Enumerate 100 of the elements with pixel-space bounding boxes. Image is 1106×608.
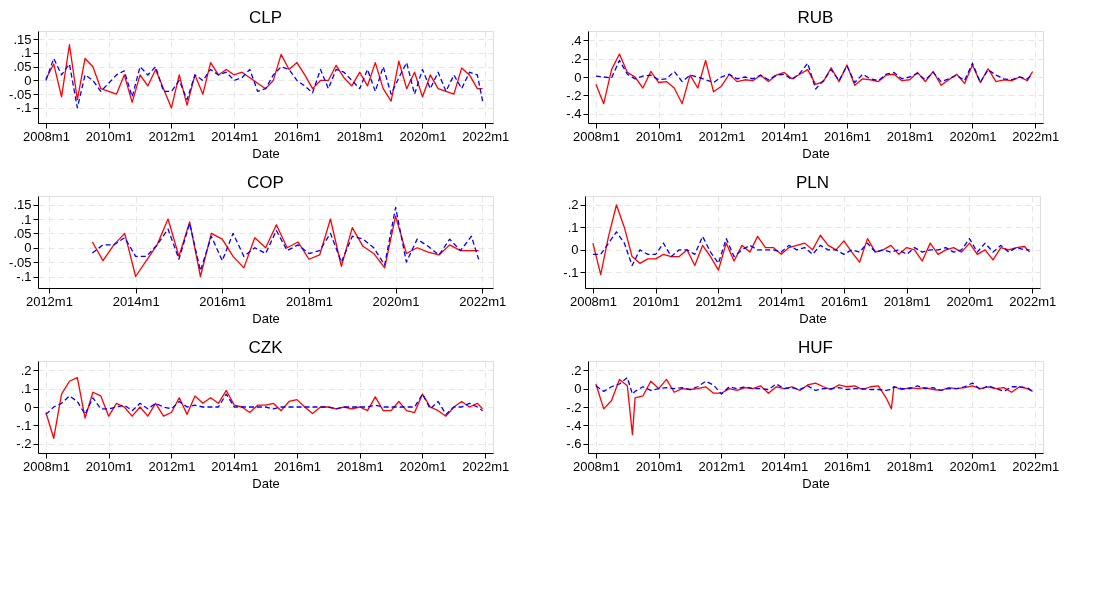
y-tick-label: .05: [13, 225, 32, 241]
y-tick-label: .1: [20, 45, 32, 61]
x-tick-label: 2014m1: [761, 458, 809, 474]
y-tick-label: 0: [24, 240, 32, 256]
x-axis-title: Date: [252, 475, 280, 491]
y-tick-label: -.6: [566, 436, 582, 452]
y-tick-label: .2: [567, 197, 579, 213]
x-tick-label: 2012m1: [695, 293, 743, 309]
x-tick-label: 2008m1: [572, 458, 620, 474]
y-tick-label: 0: [24, 399, 32, 415]
x-tick-label: 2016m1: [823, 458, 871, 474]
x-tick-label: 2018m1: [285, 293, 333, 309]
y-tick-label: .2: [20, 362, 32, 378]
y-tick-label: 0: [571, 242, 579, 258]
x-tick-label: 2012m1: [698, 128, 746, 144]
x-tick-label: 2012m1: [148, 458, 196, 474]
x-tick-label: 2018m1: [336, 458, 384, 474]
line-series: [45, 57, 484, 109]
chart-title: CZK: [248, 338, 284, 357]
x-tick-label: 2022m1: [462, 128, 510, 144]
line-series: [595, 376, 1034, 395]
chart-title: HUF: [798, 338, 833, 357]
y-tick-label: -.4: [566, 106, 582, 122]
y-tick-label: .1: [567, 219, 579, 235]
y-tick-label: 0: [574, 381, 582, 397]
x-tick-label: 2022m1: [1009, 293, 1057, 309]
x-tick-label: 2008m1: [569, 293, 617, 309]
y-tick-label: -.4: [566, 417, 582, 433]
x-tick-label: 2010m1: [632, 293, 680, 309]
y-tick-label: -.1: [563, 264, 579, 280]
line-series: [592, 231, 1031, 267]
x-tick-label: 2020m1: [949, 128, 997, 144]
y-tick-label: .15: [13, 31, 32, 47]
y-tick-label: -.05: [9, 254, 32, 270]
x-tick-label: 2018m1: [886, 458, 934, 474]
x-tick-label: 2018m1: [336, 128, 384, 144]
x-axis-title: Date: [802, 145, 830, 161]
chart-title: CLP: [248, 8, 283, 27]
x-tick-label: 2022m1: [1012, 458, 1060, 474]
chart-title: COP: [247, 173, 284, 192]
x-tick-label: 2012m1: [25, 293, 73, 309]
line-series: [595, 378, 1034, 436]
y-tick-label: .1: [20, 211, 32, 227]
y-tick-label: -.1: [16, 269, 32, 284]
x-tick-label: 2008m1: [572, 128, 620, 144]
y-tick-label: -.1: [16, 100, 32, 116]
x-axis-title: Date: [252, 310, 280, 326]
x-tick-label: 2014m1: [758, 293, 806, 309]
x-tick-label: 2016m1: [823, 128, 871, 144]
y-tick-label: .05: [13, 59, 32, 75]
x-tick-label: 2020m1: [399, 128, 447, 144]
x-tick-label: 2016m1: [820, 293, 868, 309]
x-tick-label: 2010m1: [635, 128, 683, 144]
line-series: [592, 204, 1031, 276]
x-tick-label: 2012m1: [698, 458, 746, 474]
y-tick-label: -.2: [566, 87, 582, 103]
line-series: [595, 59, 1034, 90]
x-tick-label: 2010m1: [85, 458, 133, 474]
x-tick-label: 2018m1: [886, 128, 934, 144]
x-tick-label: 2022m1: [459, 293, 507, 309]
line-series: [595, 53, 1034, 105]
y-tick-label: -.2: [566, 399, 582, 415]
x-tick-label: 2014m1: [112, 293, 160, 309]
x-axis-title: Date: [802, 475, 830, 491]
y-tick-label: .2: [570, 51, 582, 67]
x-tick-label: 2010m1: [635, 458, 683, 474]
x-tick-label: 2010m1: [85, 128, 133, 144]
line-series: [45, 376, 484, 439]
chart-title: RUB: [797, 8, 834, 27]
x-tick-label: 2016m1: [199, 293, 247, 309]
x-tick-label: 2020m1: [946, 293, 994, 309]
x-tick-label: 2014m1: [211, 128, 259, 144]
x-tick-label: 2014m1: [761, 128, 809, 144]
x-tick-label: 2012m1: [148, 128, 196, 144]
chart-title: PLN: [795, 173, 830, 192]
y-tick-label: .4: [570, 32, 582, 48]
line-series: [45, 393, 484, 416]
x-tick-label: 2018m1: [883, 293, 931, 309]
y-tick-label: -.1: [16, 417, 32, 433]
y-tick-label: .1: [20, 381, 32, 397]
x-tick-label: 2016m1: [273, 128, 321, 144]
line-series: [91, 215, 480, 278]
x-tick-label: 2022m1: [462, 458, 510, 474]
x-tick-label: 2014m1: [211, 458, 259, 474]
y-tick-label: 0: [24, 72, 32, 88]
x-tick-label: 2020m1: [399, 458, 447, 474]
y-tick-label: 0: [574, 69, 582, 85]
y-tick-label: .2: [570, 362, 582, 378]
x-tick-label: 2022m1: [1012, 128, 1060, 144]
x-tick-label: 2020m1: [949, 458, 997, 474]
y-tick-label: .15: [13, 197, 32, 213]
x-tick-label: 2016m1: [273, 458, 321, 474]
line-series: [45, 44, 484, 109]
x-tick-label: 2008m1: [22, 458, 70, 474]
y-tick-label: -.2: [16, 436, 32, 452]
x-axis-title: Date: [799, 310, 827, 326]
line-series: [91, 206, 480, 272]
x-tick-label: 2008m1: [22, 128, 70, 144]
y-tick-label: -.05: [9, 86, 32, 102]
x-axis-title: Date: [252, 145, 280, 161]
